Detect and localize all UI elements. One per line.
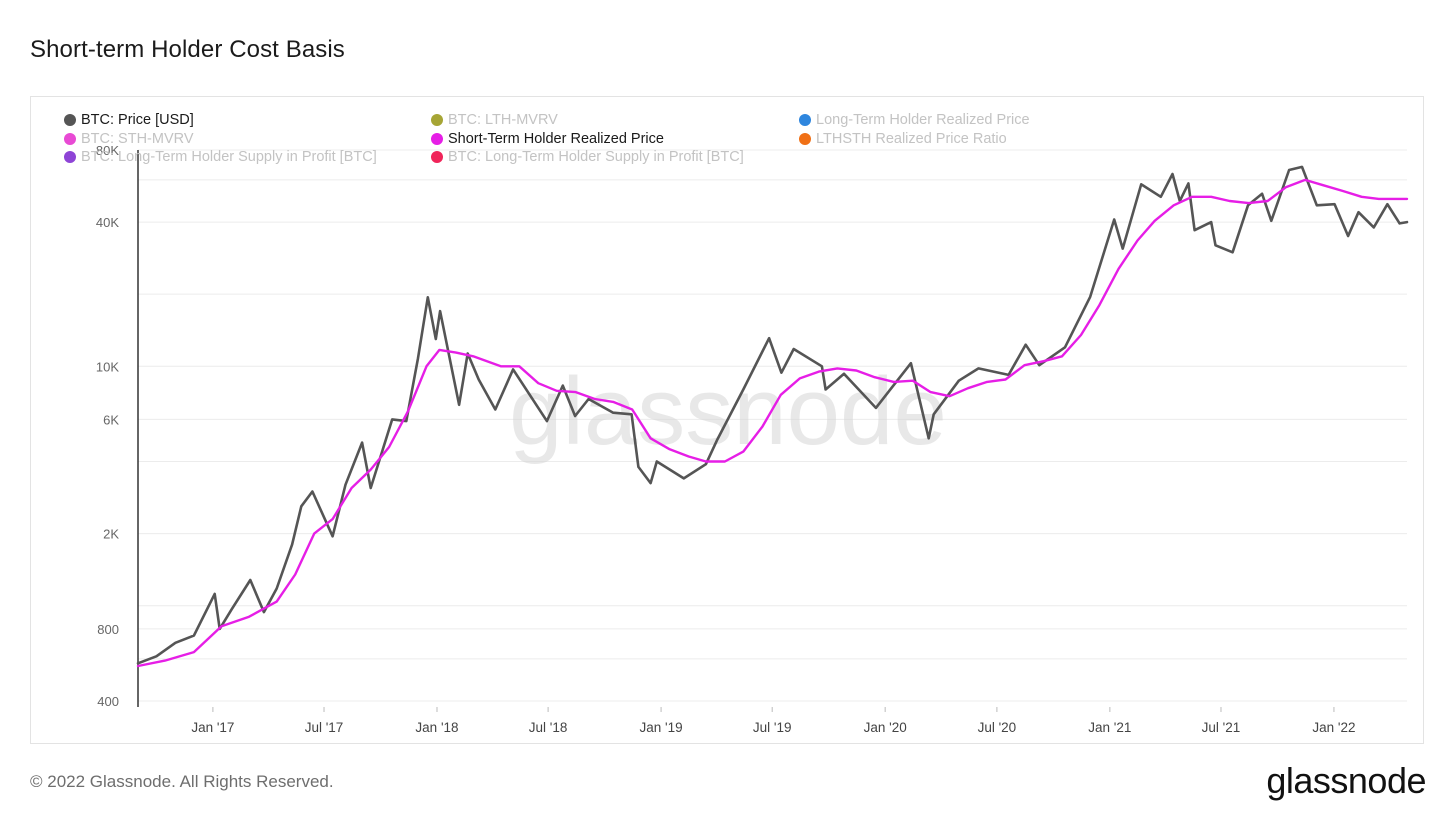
legend-dot-icon xyxy=(64,114,76,127)
glassnode-logo[interactable]: glassnode xyxy=(1266,760,1426,801)
x-tick-label: Jan '19 xyxy=(640,720,683,735)
legend-item-lthsth-ratio[interactable]: LTHSTH Realized Price Ratio xyxy=(799,130,1007,149)
grid-lines xyxy=(138,149,1407,702)
legend-label: BTC: LTH-MVRV xyxy=(448,112,558,128)
y-axis-ticks: 400 800 2K 6K 10K 40K 80K xyxy=(96,143,119,709)
legend-dot-icon xyxy=(431,114,443,127)
chart-panel xyxy=(30,96,1424,744)
x-tick-label: Jul '20 xyxy=(978,720,1017,735)
copyright-text: © 2022 Glassnode. All Rights Reserved. xyxy=(30,772,334,791)
watermark: glassnode xyxy=(509,358,947,465)
legend-item-lth-realized-price[interactable]: Long-Term Holder Realized Price xyxy=(799,111,1030,130)
legend-item-btc-price[interactable]: BTC: Price [USD] xyxy=(64,111,194,130)
y-tick-label: 80K xyxy=(96,143,119,158)
chart-title: Short-term Holder Cost Basis xyxy=(30,36,345,63)
legend-item-lth-supply-profit-2[interactable]: BTC: Long-Term Holder Supply in Profit [… xyxy=(431,148,744,167)
x-tick-label: Jan '21 xyxy=(1088,720,1131,735)
legend-dot-icon xyxy=(431,132,443,145)
series-layer xyxy=(136,165,1409,668)
legend-label: BTC: Long-Term Holder Supply in Profit [… xyxy=(81,149,377,165)
legend-dot-icon xyxy=(799,114,811,127)
x-tick-label: Jul '17 xyxy=(305,720,344,735)
y-tick-label: 40K xyxy=(96,215,119,230)
legend-item-sth-realized-price[interactable]: Short-Term Holder Realized Price xyxy=(431,130,664,149)
legend-label: BTC: Price [USD] xyxy=(81,112,194,128)
legend-item-lth-mvrv[interactable]: BTC: LTH-MVRV xyxy=(431,111,558,130)
legend-dot-icon xyxy=(64,151,76,164)
legend-item-lth-supply-profit[interactable]: BTC: Long-Term Holder Supply in Profit [… xyxy=(64,148,377,167)
legend-dot-icon xyxy=(64,132,76,145)
y-tick-label: 10K xyxy=(96,359,119,374)
y-tick-label: 800 xyxy=(97,622,119,637)
y-tick-label: 2K xyxy=(103,527,119,542)
x-tick-label: Jan '17 xyxy=(191,720,234,735)
legend-label: BTC: Long-Term Holder Supply in Profit [… xyxy=(448,149,744,165)
x-axis-ticks: Jan '17 Jul '17 Jan '18 Jul '18 Jan '19 Jul '… xyxy=(191,707,1356,735)
legend-dot-icon xyxy=(431,151,443,164)
x-tick-label: Jul '18 xyxy=(529,720,568,735)
legend-label: Short-Term Holder Realized Price xyxy=(448,130,664,147)
x-tick-label: Jul '19 xyxy=(753,720,792,735)
legend-label: LTHSTH Realized Price Ratio xyxy=(816,130,1007,147)
series-line-sth-realized-price xyxy=(136,178,1409,668)
legend-item-sth-mvrv[interactable]: BTC: STH-MVRV xyxy=(64,130,194,149)
legend-dot-icon xyxy=(799,132,811,145)
x-tick-label: Jan '22 xyxy=(1312,720,1355,735)
y-tick-label: 6K xyxy=(103,412,119,427)
legend-label: Long-Term Holder Realized Price xyxy=(816,112,1030,128)
legend-label: BTC: STH-MVRV xyxy=(81,130,194,147)
x-tick-label: Jan '20 xyxy=(864,720,907,735)
x-tick-label: Jan '18 xyxy=(415,720,458,735)
x-tick-label: Jul '21 xyxy=(1202,720,1241,735)
y-tick-label: 400 xyxy=(97,694,119,709)
